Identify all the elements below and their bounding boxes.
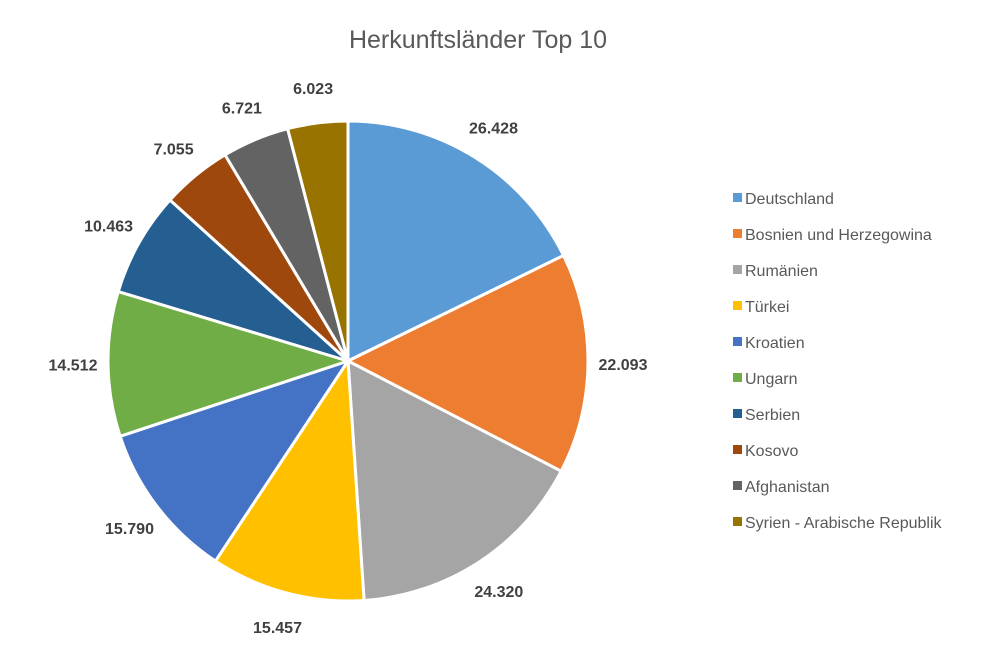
legend-label-serbien: Serbien <box>745 407 800 424</box>
legend-swatch-syrien-arabische-republik <box>733 517 742 526</box>
legend-label-afghanistan: Afghanistan <box>745 479 830 496</box>
data-label-serbien: 10.463 <box>84 219 133 236</box>
pie-slice-syrien-arabische-republik <box>286 119 350 363</box>
legend-swatch-tuerkei <box>733 301 742 310</box>
legend-label-deutschland: Deutschland <box>745 191 834 208</box>
data-label-ungarn: 14.512 <box>49 358 98 375</box>
data-label-afghanistan: 6.721 <box>222 100 262 117</box>
legend-label-rumaenien: Rumänien <box>745 263 818 280</box>
legend: Deutschland Bosnien und Herzegowina Rumäni… <box>733 191 943 532</box>
pie-slice-bosnien-und-herzegowina <box>346 253 590 473</box>
legend-label-kosovo: Kosovo <box>745 443 798 460</box>
legend-swatch-afghanistan <box>733 481 742 490</box>
data-label-kroatien: 15.790 <box>105 521 154 538</box>
legend-swatch-kosovo <box>733 445 742 454</box>
legend-swatch-ungarn <box>733 373 742 382</box>
legend-swatch-serbien <box>733 409 742 418</box>
legend-label-bosnien-und-herzegowina: Bosnien und Herzegowina <box>745 227 932 244</box>
pie-slice-rumaenien <box>346 359 563 602</box>
legend-swatch-deutschland <box>733 193 742 202</box>
pie-slices <box>106 119 590 603</box>
legend-swatch-bosnien-und-herzegowina <box>733 229 742 238</box>
data-label-syrien-arabische-republik: 6.023 <box>293 81 333 98</box>
data-label-tuerkei: 15.457 <box>253 620 302 637</box>
data-label-bosnien-und-herzegowina: 22.093 <box>599 357 648 374</box>
data-label-rumaenien: 24.320 <box>474 584 523 601</box>
pie-slice-deutschland <box>346 119 566 363</box>
data-labels: 26.428 22.093 24.320 15.457 15.790 14.512 10.4… <box>49 81 648 637</box>
legend-label-syrien-arabische-republik: Syrien - Arabische Republik <box>745 515 943 532</box>
data-label-deutschland: 26.428 <box>469 121 518 138</box>
legend-label-kroatien: Kroatien <box>745 335 805 352</box>
legend-swatch-rumaenien <box>733 265 742 274</box>
data-label-kosovo: 7.055 <box>154 141 194 158</box>
pie-slice-serbien <box>116 198 350 363</box>
pie-slice-tuerkei <box>213 359 366 603</box>
chart-title: Herkunftsländer Top 10 <box>349 26 607 54</box>
legend-label-tuerkei: Türkei <box>745 299 789 316</box>
pie-slice-kroatien <box>118 359 350 563</box>
legend-label-ungarn: Ungarn <box>745 371 797 388</box>
legend-swatch-kroatien <box>733 337 742 346</box>
pie-slice-ungarn <box>106 290 350 438</box>
